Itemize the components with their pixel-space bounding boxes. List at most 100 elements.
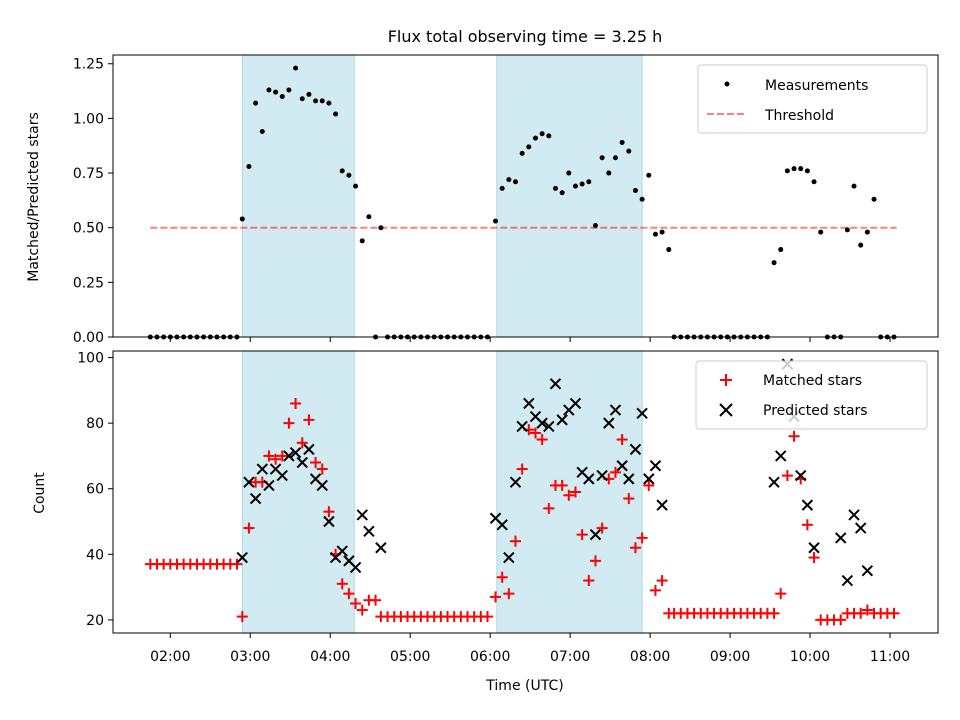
bottom-legend: Matched stars Predicted stars (695, 360, 928, 430)
predicted-star-point (276, 469, 288, 482)
measurement-point (366, 214, 372, 220)
measurement-point (778, 247, 784, 253)
predicted-star-point (303, 443, 315, 456)
measurement-point (499, 185, 505, 191)
matched-star-point (231, 558, 243, 570)
bottom-legend-box (695, 360, 928, 430)
matched-star-point (861, 604, 873, 616)
measurement-point (246, 163, 252, 169)
x-tick-label: 09:00 (710, 649, 750, 665)
matched-star-point (556, 479, 568, 491)
bottom-y-tick-label: 100 (77, 351, 104, 367)
predicted-star-point (323, 515, 335, 528)
measurement-point (559, 190, 565, 196)
legend-marker-measurements (724, 81, 730, 87)
top-y-tick-label: 1.00 (73, 111, 104, 127)
chart-title: Flux total observing time = 3.25 h (388, 27, 663, 46)
predicted-star-point (349, 561, 362, 574)
measurement-point (871, 196, 877, 202)
bottom-shaded-intervals (241, 350, 643, 634)
predicted-star-point (583, 473, 595, 485)
predicted-star-point (296, 456, 308, 469)
x-tick-label: 03:00 (230, 649, 270, 665)
measurement-point (299, 96, 305, 102)
predicted-star-point (263, 479, 275, 492)
predicted-star-point (596, 469, 608, 482)
top-panel: 0.00 0.25 0.50 0.75 1.00 1.25 Matched/Predict… (26, 54, 939, 346)
predicted-star-point (848, 509, 860, 521)
matched-star-point (649, 584, 661, 596)
matched-star-point (296, 437, 308, 449)
predicted-star-point (649, 460, 662, 472)
measurement-point (286, 87, 292, 93)
top-y-axis-label: Matched/Predicted stars (26, 112, 42, 282)
measurement-point (632, 188, 638, 194)
top-axes-frame (112, 54, 939, 338)
bottom-y-tick-label: 80 (86, 416, 104, 432)
predicted-star-point (543, 420, 555, 433)
matched-star-point (643, 479, 655, 491)
matched-star-point (781, 470, 793, 482)
matched-star-point (569, 486, 581, 498)
measurement-point (333, 111, 339, 117)
measurement-point (619, 139, 625, 145)
predicted-star-point (556, 414, 568, 426)
predicted-star-point (256, 463, 268, 475)
bottom-y-ticks: 20 40 60 80 100 (77, 351, 113, 629)
legend-label-measurements: Measurements (765, 78, 868, 94)
bottom-y-tick-label: 40 (86, 547, 104, 563)
measurement-point (546, 133, 552, 139)
measurement-point (239, 216, 245, 222)
matched-star-point (343, 588, 355, 600)
matched-star-point (263, 450, 275, 462)
measurement-point (666, 247, 672, 253)
top-legend: Measurements Threshold (697, 64, 928, 134)
matched-star-point (543, 502, 555, 514)
top-y-tick-label: 0.50 (73, 221, 104, 237)
measurement-point (572, 183, 578, 189)
measurement-point (306, 91, 312, 97)
measurement-point (858, 242, 864, 248)
bottom-y-axis-label: Count (32, 472, 48, 514)
measurement-point (844, 227, 850, 233)
predicted-star-point (854, 522, 867, 534)
measurement-point (811, 179, 817, 185)
measurement-point (851, 183, 857, 189)
matched-star-point (636, 532, 648, 544)
measurement-point (319, 98, 325, 104)
matched-star-point (283, 417, 295, 429)
matched-star-point (596, 522, 608, 534)
matched-star-point (350, 597, 362, 609)
measurement-point (353, 183, 359, 189)
x-tick-label: 10:00 (790, 649, 830, 665)
measurement-point (266, 87, 272, 93)
bottom-y-tick-label: 20 (86, 613, 104, 629)
predicted-stars-points (236, 358, 874, 587)
predicted-star-point (834, 532, 847, 544)
matched-star-point (801, 519, 813, 531)
top-legend-box (697, 64, 928, 134)
measurement-point (552, 185, 558, 191)
matched-star-point (323, 506, 335, 518)
x-tick-label: 05:00 (390, 649, 430, 665)
bottom-y-tick-label: 60 (86, 482, 104, 498)
x-tick-label: 11:00 (870, 649, 910, 665)
top-shaded-interval-1 (241, 54, 355, 338)
top-y-ticks: 0.00 0.25 0.50 0.75 1.00 1.25 (73, 57, 113, 346)
top-shaded-interval-2 (496, 54, 643, 338)
measurement-point (626, 148, 632, 154)
matched-star-point (576, 529, 588, 541)
matched-star-point (529, 427, 541, 439)
predicted-star-point (336, 545, 348, 557)
measurement-point (606, 170, 612, 176)
matched-star-point (310, 456, 322, 468)
measurement-point (592, 223, 598, 229)
measurement-point (864, 229, 870, 235)
measurement-point (532, 135, 538, 141)
measurement-point (791, 166, 797, 172)
predicted-star-point (236, 551, 248, 564)
matched-star-point (516, 463, 528, 475)
matched-star-point (496, 571, 508, 583)
matched-star-point (768, 607, 780, 619)
predicted-star-point (801, 499, 814, 511)
